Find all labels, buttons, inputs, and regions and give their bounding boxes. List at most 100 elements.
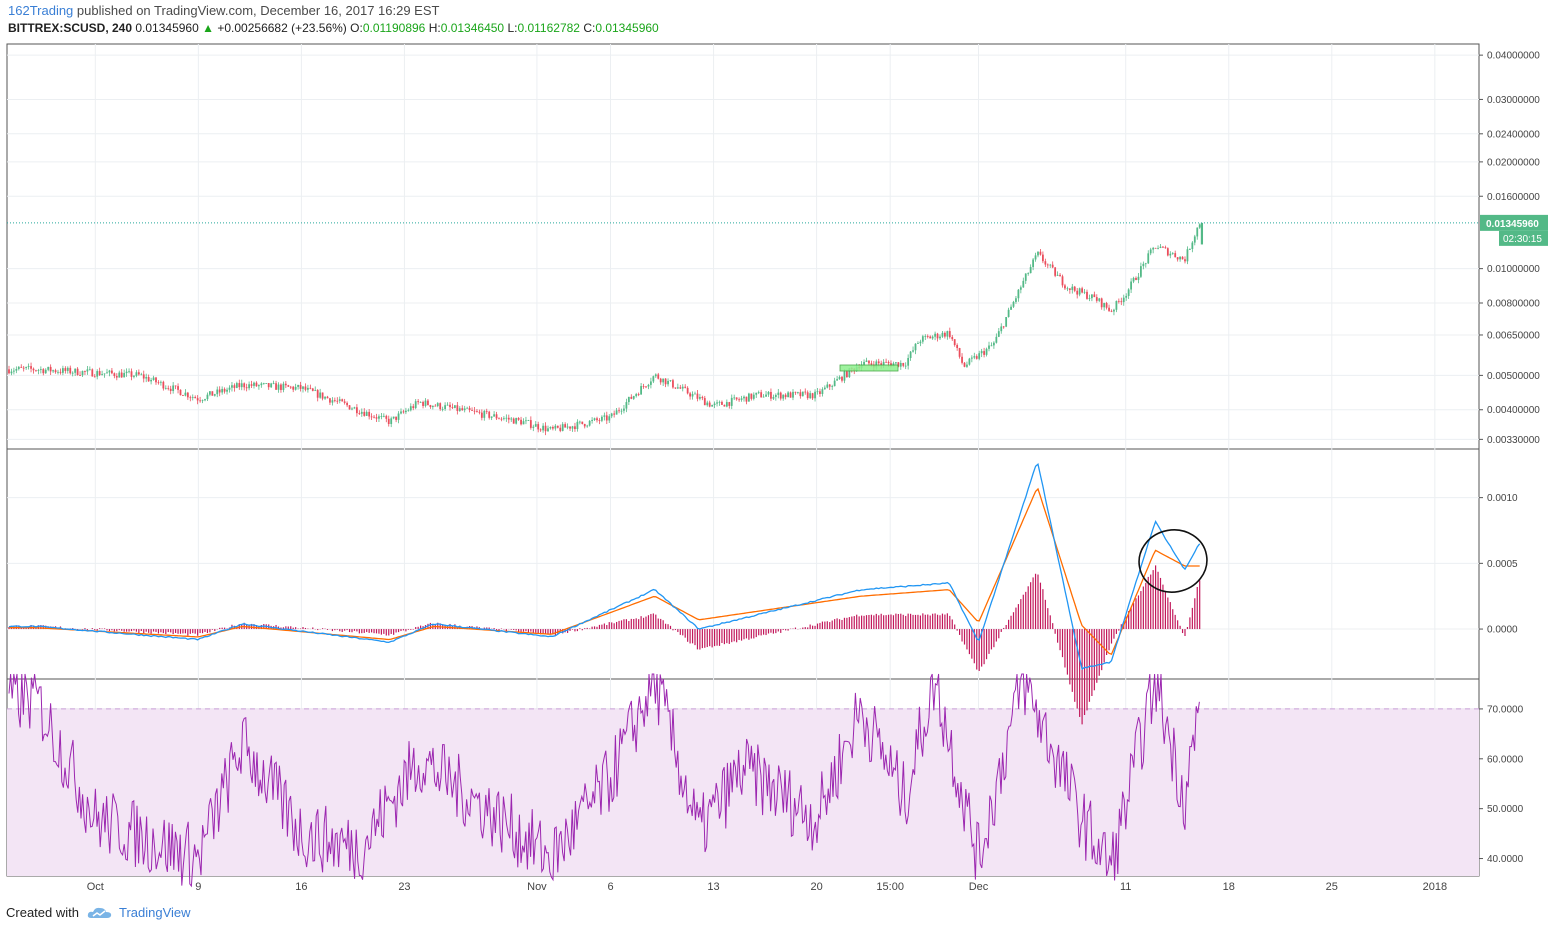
change-value: +0.00256682 (+23.56%)	[217, 21, 347, 35]
candle-body	[956, 345, 959, 349]
candle-body	[218, 389, 221, 393]
candle-body	[370, 416, 373, 418]
candle-body	[507, 417, 510, 420]
candle-body	[917, 343, 919, 344]
low-value: 0.01162782	[517, 21, 580, 35]
candle-body	[253, 382, 255, 386]
candle-body	[1198, 224, 1201, 228]
candle-body	[1184, 259, 1186, 262]
candle-body	[1105, 303, 1108, 308]
candle-body	[926, 336, 929, 337]
candle-body	[1113, 309, 1115, 312]
countdown-text: 02:30:15	[1503, 234, 1542, 245]
candle-body	[608, 416, 611, 421]
candle-body	[885, 361, 887, 363]
candle-body	[789, 392, 792, 398]
price-tick-label: 0.00800000	[1487, 298, 1540, 309]
candle-body	[493, 414, 495, 417]
candle-body	[250, 384, 253, 386]
last-price-badge	[1480, 214, 1548, 231]
candle-body	[133, 375, 135, 377]
candle-body	[169, 388, 172, 392]
candle-body	[652, 376, 655, 382]
x-tick-label: 23	[398, 881, 410, 893]
candle-body	[662, 378, 665, 383]
candle-body	[385, 415, 388, 419]
candle-body	[113, 373, 116, 377]
candle-body	[1051, 264, 1054, 268]
candle-body	[375, 417, 378, 419]
candle-body	[907, 357, 910, 366]
annotations: 0.01345960 02:30:15	[839, 214, 1548, 593]
candle-body	[64, 368, 67, 371]
price-candles	[7, 222, 1479, 436]
candle-body	[1103, 303, 1106, 308]
candle-body	[650, 381, 652, 385]
candle-body	[740, 398, 743, 400]
candle-body	[451, 407, 454, 408]
candle-body	[716, 402, 718, 404]
candle-body	[522, 421, 525, 425]
candle-body	[307, 387, 309, 390]
candle-body	[1027, 273, 1030, 274]
candle-body	[713, 403, 716, 405]
candle-body	[1186, 249, 1189, 262]
candle-body	[576, 421, 579, 430]
candle-body	[887, 361, 890, 364]
candle-body	[20, 366, 23, 368]
chart-canvas[interactable]: 0.04000000 0.03000000 0.02400000 0.02000000…	[0, 0, 1556, 900]
candle-body	[632, 396, 635, 399]
candle-body	[1010, 306, 1012, 310]
candle-body	[804, 391, 807, 393]
author-link[interactable]: 162Trading	[8, 3, 74, 18]
candle-body	[527, 420, 530, 421]
candle-body	[213, 394, 216, 396]
candle-body	[1078, 288, 1081, 295]
candle-body	[505, 417, 508, 419]
candle-body	[730, 397, 733, 406]
candle-body	[809, 393, 812, 399]
candle-body	[1152, 247, 1155, 250]
candle-body	[35, 370, 37, 372]
candle-body	[993, 342, 995, 346]
candle-body	[309, 387, 312, 389]
candle-body	[25, 366, 28, 368]
candle-body	[598, 420, 601, 421]
candle-body	[921, 336, 924, 342]
candle-body	[150, 379, 152, 382]
candle-body	[583, 423, 586, 427]
candle-body	[390, 418, 393, 425]
candle-body	[718, 401, 721, 403]
candle-body	[387, 418, 390, 425]
candle-body	[476, 411, 478, 412]
published-text: published on TradingView.com, December 1…	[76, 3, 440, 18]
candle-body	[196, 398, 199, 401]
candle-body	[363, 411, 366, 416]
candle-body	[436, 403, 439, 407]
candle-body	[409, 406, 412, 411]
candle-body	[586, 425, 589, 427]
candle-body	[101, 374, 103, 376]
candle-body	[941, 332, 944, 337]
candle-body	[944, 332, 946, 337]
candle-body	[985, 348, 988, 355]
candle-body	[373, 416, 375, 418]
candle-body	[733, 397, 736, 399]
x-tick-label: 2018	[1423, 881, 1447, 893]
candle-body	[111, 370, 113, 374]
price-tick-label: 0.00400000	[1487, 405, 1540, 416]
candle-body	[836, 379, 838, 381]
candle-body	[1162, 246, 1164, 248]
tradingview-link[interactable]: TradingView	[118, 905, 191, 920]
candle-body	[752, 394, 755, 399]
candle-body	[147, 377, 150, 382]
candle-body	[177, 386, 179, 390]
candle-body	[939, 336, 941, 339]
candle-body	[500, 418, 503, 420]
candle-body	[1037, 251, 1039, 256]
candle-body	[280, 384, 282, 390]
candle-body	[1164, 247, 1167, 249]
candle-body	[623, 408, 625, 411]
candle-body	[711, 404, 714, 407]
candle-body	[189, 397, 192, 399]
